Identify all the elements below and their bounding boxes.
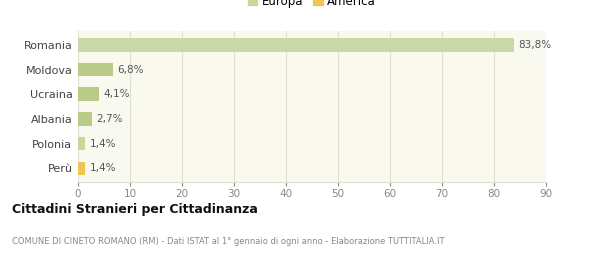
- Bar: [78, 161, 85, 175]
- Text: 4,1%: 4,1%: [103, 89, 130, 99]
- Bar: [78, 112, 92, 126]
- Text: 1,4%: 1,4%: [89, 163, 116, 173]
- Text: COMUNE DI CINETO ROMANO (RM) - Dati ISTAT al 1° gennaio di ogni anno - Elaborazi: COMUNE DI CINETO ROMANO (RM) - Dati ISTA…: [12, 237, 445, 246]
- Text: Cittadini Stranieri per Cittadinanza: Cittadini Stranieri per Cittadinanza: [12, 203, 258, 216]
- Bar: [78, 38, 514, 52]
- Bar: [78, 63, 113, 76]
- Text: 1,4%: 1,4%: [89, 139, 116, 149]
- Text: 83,8%: 83,8%: [518, 40, 551, 50]
- Text: 6,8%: 6,8%: [118, 64, 144, 75]
- Bar: [78, 87, 100, 101]
- Bar: [78, 137, 85, 151]
- Text: 2,7%: 2,7%: [96, 114, 123, 124]
- Legend: Europa, America: Europa, America: [248, 0, 376, 8]
